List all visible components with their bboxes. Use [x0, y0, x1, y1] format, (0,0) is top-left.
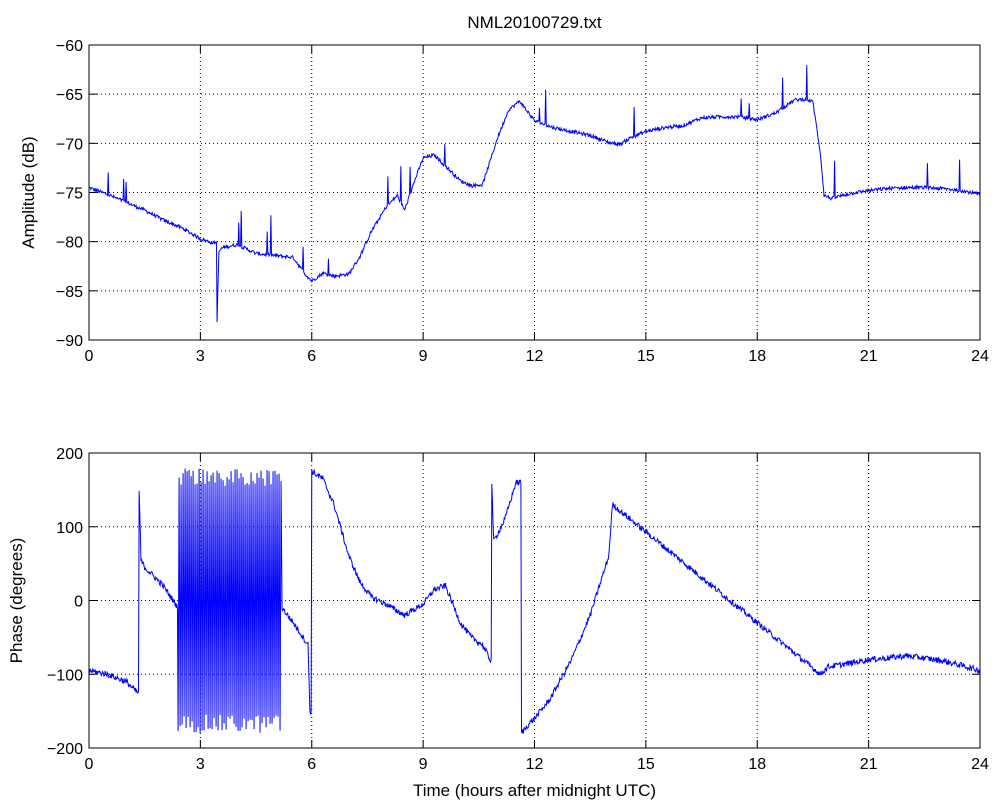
phase-ticks: 0 3 6 9 12 15 18 21 24 −200 −100 0 100 200 [47, 446, 989, 773]
y-tick-label: −100 [47, 667, 83, 684]
chart-title: NML20100729.txt [467, 13, 601, 32]
phase-series-line [88, 468, 981, 734]
x-tick-label: 21 [860, 756, 878, 773]
y-tick-label: 200 [56, 446, 83, 463]
x-tick-label: 12 [526, 348, 544, 365]
x-tick-label: 21 [860, 348, 878, 365]
amplitude-series-line [88, 65, 981, 323]
x-tick-label: 12 [526, 756, 544, 773]
y-tick-label: −200 [47, 741, 83, 758]
x-tick-label: 18 [748, 756, 766, 773]
amplitude-axes-frame [88, 44, 981, 341]
x-tick-label: 0 [85, 756, 94, 773]
amplitude-ticks: 0 3 6 9 12 15 18 21 24 −90 −85 −80 −75 −70 −65 −60 [56, 38, 989, 365]
y-tick-label: −65 [56, 87, 83, 104]
phase-y-axis-label: Phase (degrees) [7, 538, 26, 664]
phase-plot: 0 3 6 9 12 15 18 21 24 −200 −100 0 100 200 Time (hour… [7, 446, 989, 800]
x-tick-label: 3 [196, 756, 205, 773]
x-tick-label: 15 [637, 756, 655, 773]
phase-x-axis-label: Time (hours after midnight UTC) [413, 781, 656, 800]
x-tick-label: 9 [419, 348, 428, 365]
y-tick-label: −60 [56, 38, 83, 55]
y-tick-label: −75 [56, 186, 83, 203]
y-tick-label: −85 [56, 284, 83, 301]
y-tick-label: 100 [56, 520, 83, 537]
phase-axes-frame [88, 452, 981, 749]
y-tick-label: 0 [74, 594, 83, 611]
amplitude-y-axis-label: Amplitude (dB) [19, 136, 38, 248]
x-tick-label: 18 [748, 348, 766, 365]
x-tick-label: 24 [971, 348, 989, 365]
x-tick-label: 6 [307, 348, 316, 365]
x-tick-label: 9 [419, 756, 428, 773]
x-tick-label: 3 [196, 348, 205, 365]
x-tick-label: 24 [971, 756, 989, 773]
x-tick-label: 15 [637, 348, 655, 365]
amplitude-plot: 0 3 6 9 12 15 18 21 24 −90 −85 −80 −75 −70 −65 −60 NML2… [19, 13, 989, 365]
y-tick-label: −90 [56, 333, 83, 350]
x-tick-label: 6 [307, 756, 316, 773]
y-tick-label: −80 [56, 235, 83, 252]
amplitude-grid [89, 45, 980, 340]
y-tick-label: −70 [56, 136, 83, 153]
x-tick-label: 0 [85, 348, 94, 365]
